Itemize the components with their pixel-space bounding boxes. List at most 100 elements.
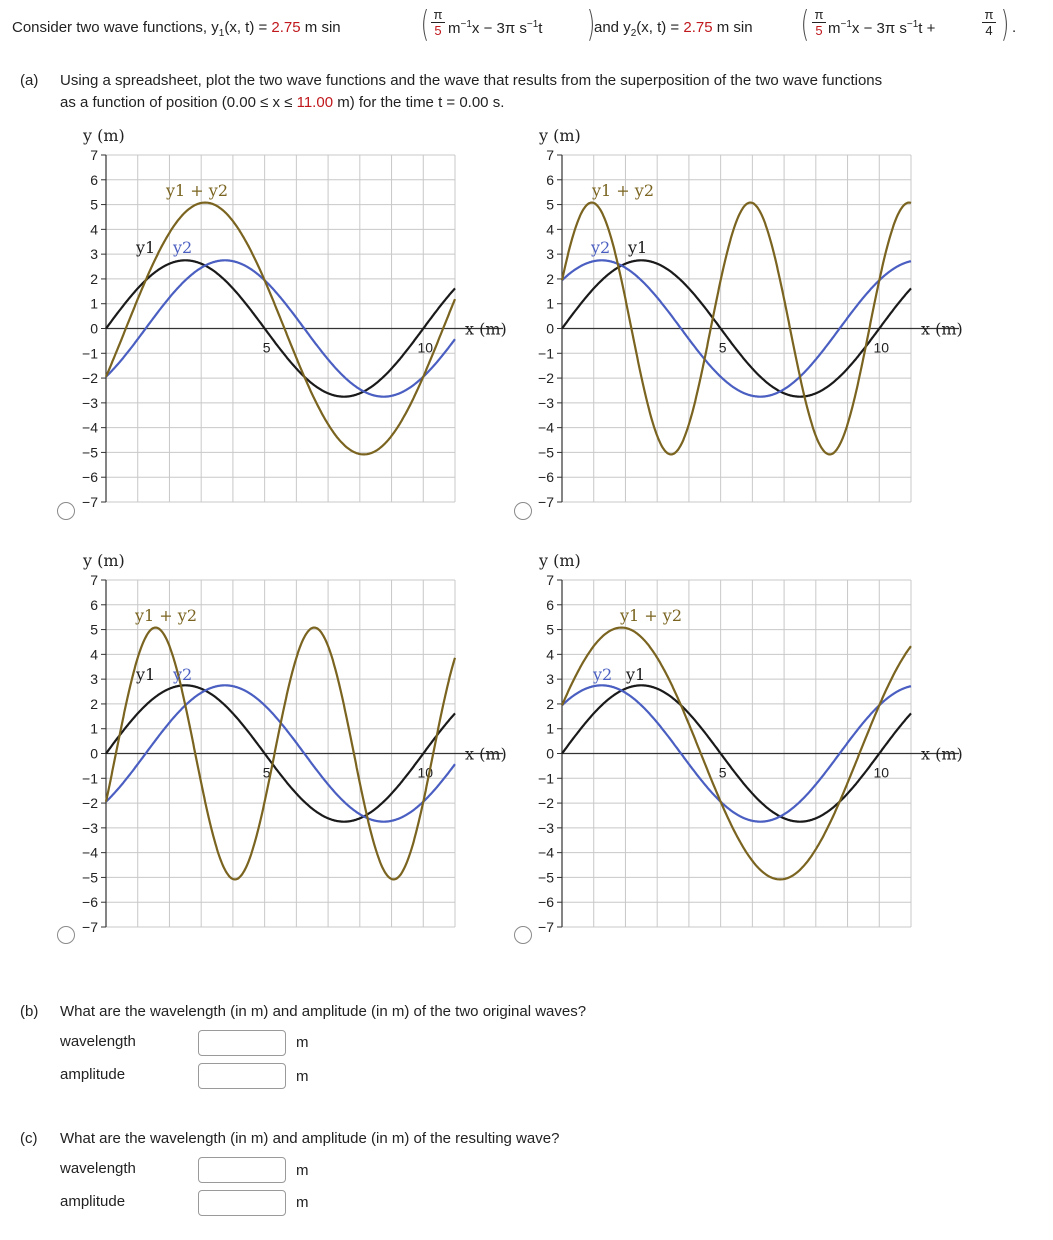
label-y2: y2: [590, 238, 610, 257]
part-b-label: (b): [20, 1003, 39, 1020]
y-tick-label: −1: [82, 345, 98, 361]
problem-text: Consider two wave functions, y1(x, t) = …: [12, 19, 341, 39]
y-tick-label: −2: [538, 795, 554, 811]
label-y1-plus-y2: y1 + y2: [165, 181, 228, 200]
x-tick-label: 10: [417, 340, 433, 356]
y-tick-label: 5: [546, 622, 554, 638]
option-radio-top-left[interactable]: [57, 502, 75, 520]
option-radio-top-right[interactable]: [514, 502, 532, 520]
y-tick-label: 4: [546, 646, 554, 662]
y-tick-label: 1: [90, 721, 98, 737]
wavelength-input-b[interactable]: [198, 1030, 286, 1056]
series-line-y1y2: [560, 626, 912, 881]
y-tick-label: −7: [82, 494, 98, 510]
amplitude-label: amplitude: [60, 1193, 126, 1210]
y-tick-label: 7: [90, 572, 98, 588]
wavelength-input-c[interactable]: [198, 1157, 286, 1183]
y-tick-label: 6: [546, 597, 554, 613]
y-tick-label: −5: [538, 869, 554, 885]
series-line-y1y2: [104, 626, 457, 881]
y-tick-label: −3: [538, 395, 554, 411]
y-tick-label: −2: [82, 795, 98, 811]
y-tick-label: 5: [90, 197, 98, 213]
series-line-y1: [561, 684, 912, 823]
y-tick-label: 2: [90, 696, 98, 712]
y-tick-label: 0: [90, 321, 98, 337]
label-y1-plus-y2: y1 + y2: [591, 181, 654, 200]
label-y1-plus-y2: y1 + y2: [134, 606, 197, 625]
unit-label: m: [296, 1034, 309, 1051]
series-line-y2: [561, 259, 912, 398]
y-axis-label: y (m): [82, 551, 125, 570]
part-b: (b) What are the wavelength (in m) and a…: [20, 1001, 920, 1023]
y-tick-label: 0: [546, 746, 554, 762]
y-tick-label: −5: [538, 444, 554, 460]
y-tick-label: −1: [538, 345, 554, 361]
y-tick-label: −6: [538, 469, 554, 485]
y-tick-label: 1: [546, 721, 554, 737]
x-axis-label: x (m): [465, 320, 507, 339]
x-tick-label: 10: [873, 765, 889, 781]
y-tick-label: −1: [538, 770, 554, 786]
y-tick-label: −1: [82, 770, 98, 786]
series-line-y1y2: [104, 201, 457, 456]
option-radio-bottom-right[interactable]: [514, 926, 532, 944]
y-tick-label: 1: [546, 296, 554, 312]
y-tick-label: −7: [538, 494, 554, 510]
y-tick-label: 2: [90, 271, 98, 287]
label-y1-plus-y2: y1 + y2: [619, 606, 682, 625]
part-a-text: Using a spreadsheet, plot the two wave f…: [60, 72, 883, 111]
part-c-question: What are the wavelength (in m) and ampli…: [60, 1130, 560, 1147]
part-a-label: (a): [20, 72, 39, 89]
y-tick-label: 3: [546, 671, 554, 687]
y-tick-label: 1: [90, 296, 98, 312]
y-tick-label: 3: [90, 246, 98, 262]
unit-label: m: [296, 1162, 309, 1179]
y-tick-label: −3: [538, 820, 554, 836]
y-tick-label: 2: [546, 271, 554, 287]
y-tick-label: −5: [82, 869, 98, 885]
part-c: (c) What are the wavelength (in m) and a…: [20, 1128, 920, 1150]
part-c-label: (c): [20, 1130, 38, 1147]
y-tick-label: −2: [538, 370, 554, 386]
amplitude-input-b[interactable]: [198, 1063, 286, 1089]
y-tick-label: −4: [82, 845, 98, 861]
label-y1: y1: [627, 238, 647, 257]
y-tick-label: 7: [546, 572, 554, 588]
label-y1: y1: [135, 665, 155, 684]
y-tick-label: 3: [90, 671, 98, 687]
y-tick-label: −7: [82, 919, 98, 935]
y-tick-label: −4: [82, 420, 98, 436]
label-y2: y2: [592, 665, 612, 684]
y-axis-label: y (m): [538, 551, 581, 570]
x-axis-label: x (m): [921, 320, 963, 339]
series-line-y1y2: [560, 201, 912, 456]
y-axis-label: y (m): [82, 126, 125, 145]
y-axis-label: y (m): [538, 126, 581, 145]
y-tick-label: 0: [90, 746, 98, 762]
y-tick-label: −3: [82, 820, 98, 836]
y-tick-label: −5: [82, 444, 98, 460]
label-y1: y1: [625, 665, 645, 684]
series-line-y2: [561, 684, 912, 823]
series-line-y2: [105, 259, 456, 398]
problem-statement: Consider two wave functions, y1(x, t) = …: [12, 4, 1017, 45]
y-tick-label: −4: [538, 420, 554, 436]
x-axis-label: x (m): [465, 745, 507, 764]
option-radio-bottom-left[interactable]: [57, 926, 75, 944]
y-tick-label: 6: [546, 172, 554, 188]
x-tick-label: 10: [873, 340, 889, 356]
amplitude-input-c[interactable]: [198, 1190, 286, 1216]
y-tick-label: −6: [538, 894, 554, 910]
wavelength-label: wavelength: [60, 1033, 136, 1050]
x-tick-label: 5: [719, 340, 727, 356]
x-axis-label: x (m): [921, 745, 963, 764]
